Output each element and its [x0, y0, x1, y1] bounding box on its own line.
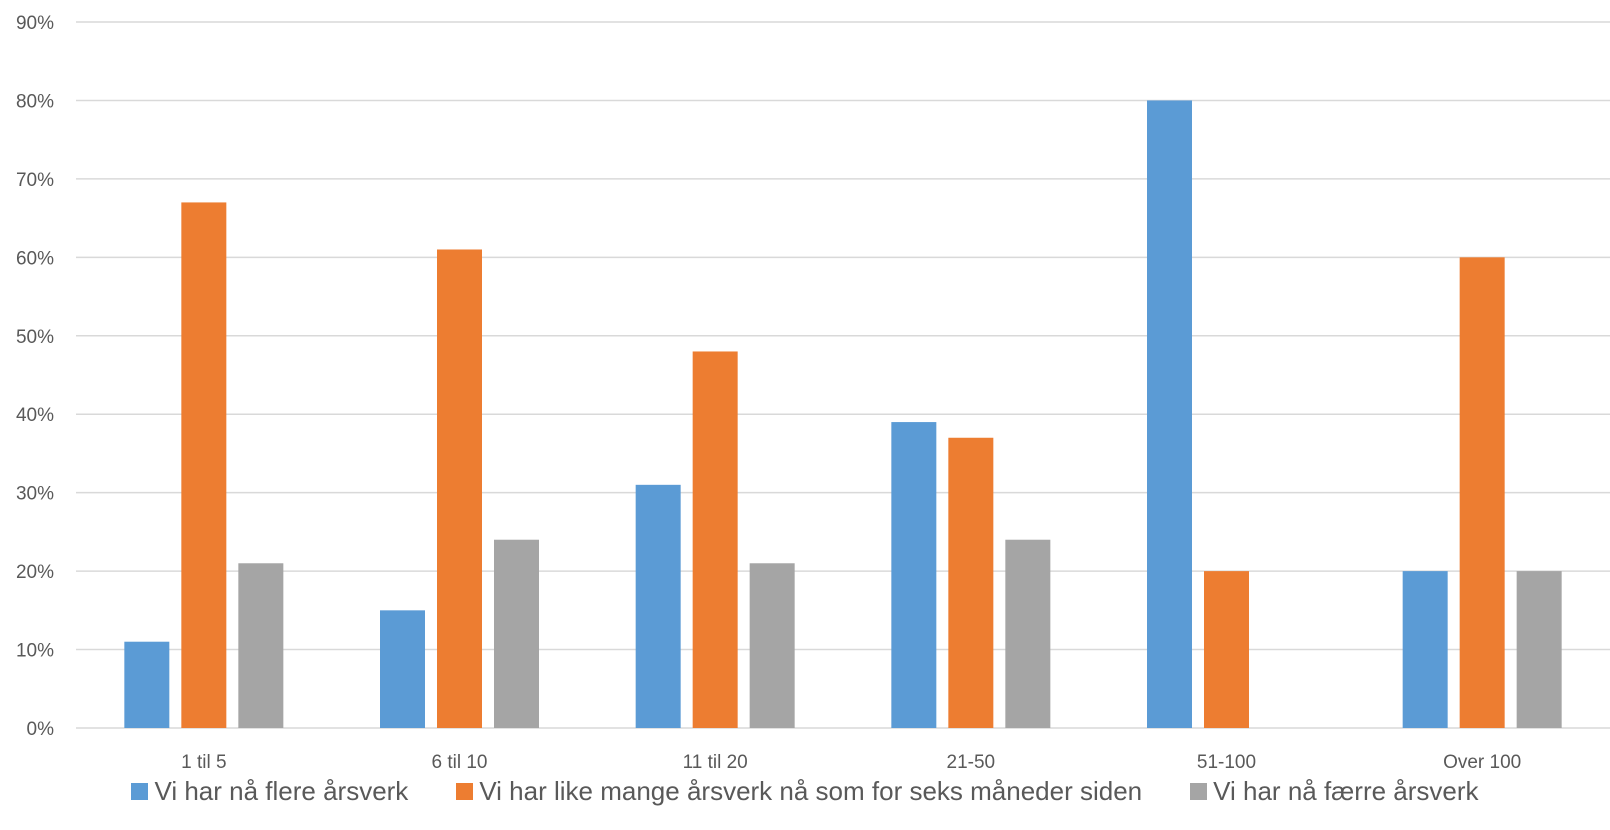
- x-tick-label: 6 til 10: [432, 752, 488, 770]
- legend-label-series-1: Vi har nå flere årsverk: [154, 776, 409, 806]
- bar-series-2-category-1[interactable]: [181, 202, 227, 728]
- y-tick-label: 10%: [16, 641, 54, 662]
- bar-series-2-category-2[interactable]: [437, 249, 482, 728]
- bar-series-2-category-4[interactable]: [948, 437, 994, 728]
- legend-label-series-3: Vi har nå færre årsverk: [1213, 776, 1479, 806]
- y-tick-label: 80%: [16, 91, 54, 112]
- y-tick-label: 70%: [16, 170, 54, 191]
- bar-series-1-category-2[interactable]: [380, 610, 425, 728]
- legend-swatch-series-1: [131, 783, 149, 800]
- bar-series-1-category-5[interactable]: [1147, 100, 1192, 728]
- legend-swatch-series-3: [1190, 783, 1208, 800]
- x-tick-label: 11 til 20: [683, 752, 748, 770]
- bar-series-1-category-4[interactable]: [891, 422, 937, 728]
- bar-series-2-category-3[interactable]: [692, 351, 738, 728]
- y-tick-label: 30%: [16, 484, 54, 505]
- legend-label-series-2: Vi har like mange årsverk nå som for sek…: [479, 776, 1143, 806]
- x-tick-label: 51-100: [1197, 752, 1256, 770]
- y-tick-label: 20%: [16, 562, 54, 583]
- bar-series-3-category-3[interactable]: [749, 563, 795, 728]
- legend: Vi har nå flere årsverk Vi har like mang…: [0, 776, 1610, 807]
- y-tick-label: 50%: [16, 327, 54, 348]
- x-tick-label: 1 til 5: [181, 752, 226, 770]
- bar-series-3-category-4[interactable]: [1005, 539, 1051, 728]
- y-tick-label: 90%: [16, 13, 54, 34]
- bar-series-2-category-6[interactable]: [1459, 257, 1505, 728]
- y-tick-label: 0%: [27, 719, 55, 740]
- legend-swatch-series-2: [456, 783, 474, 800]
- bar-series-3-category-1[interactable]: [238, 563, 284, 728]
- legend-item-series-3[interactable]: Vi har nå færre årsverk: [1190, 776, 1479, 807]
- x-axis-tick-labels: 1 til 5 6 til 10 11 til 20 21-50 51-100 Over …: [181, 752, 1521, 770]
- bar-series-3-category-2[interactable]: [494, 539, 539, 728]
- y-tick-label: 60%: [16, 248, 54, 269]
- bars: [124, 100, 1562, 728]
- legend-item-series-2[interactable]: Vi har like mange årsverk nå som for sek…: [456, 776, 1142, 807]
- y-tick-label: 40%: [16, 405, 54, 426]
- bar-series-1-category-6[interactable]: [1402, 571, 1448, 728]
- y-axis-tick-labels: 0% 10% 20% 30% 40% 50% 60% 70% 80% 90%: [16, 13, 54, 740]
- bar-series-1-category-1[interactable]: [124, 641, 170, 728]
- gridlines: [76, 21, 1610, 729]
- x-tick-label: 21-50: [947, 752, 996, 770]
- bar-chart: 0% 10% 20% 30% 40% 50% 60% 70% 80% 90% 1 til 5 6 t…: [16, 13, 1610, 770]
- legend-item-series-1[interactable]: Vi har nå flere årsverk: [131, 776, 408, 807]
- bar-series-2-category-5[interactable]: [1204, 571, 1249, 728]
- bar-series-3-category-6[interactable]: [1516, 571, 1562, 728]
- bar-series-1-category-3[interactable]: [635, 484, 681, 728]
- x-tick-label: Over 100: [1443, 752, 1521, 770]
